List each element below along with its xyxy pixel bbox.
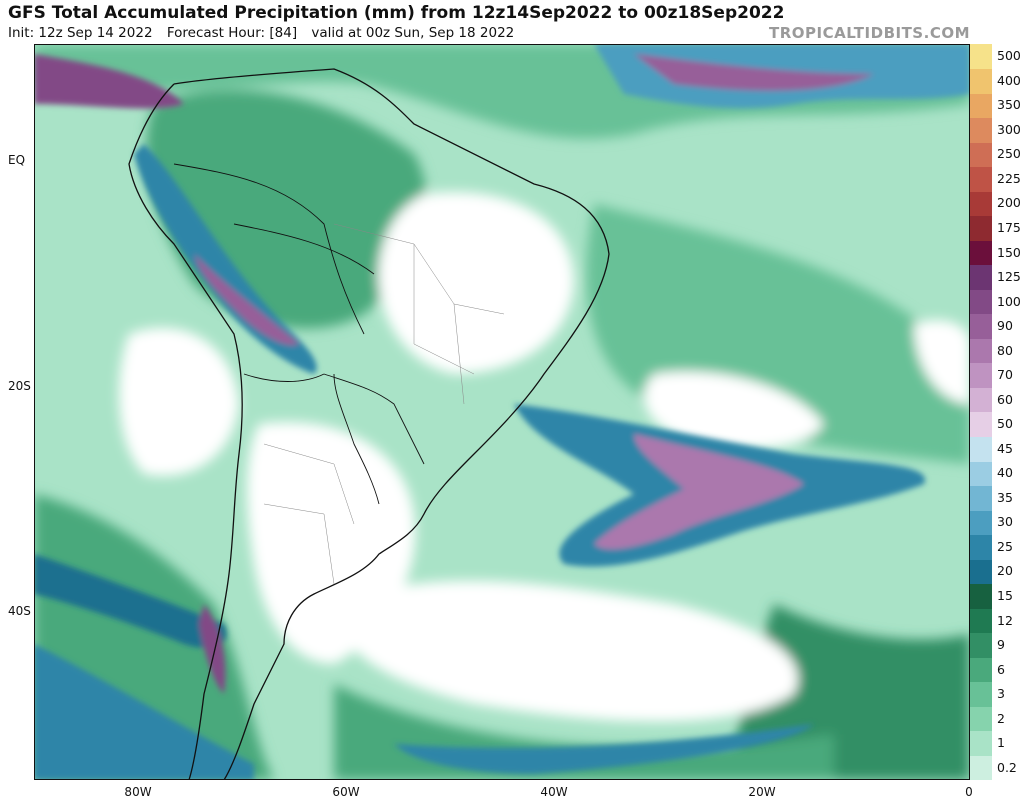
heavy-band-andes-core <box>194 254 299 346</box>
colorbar-swatch <box>970 706 992 732</box>
dry-region-brazil <box>378 192 574 374</box>
colorbar-swatch <box>970 461 992 487</box>
colorbar-label: 500 <box>997 48 1021 64</box>
colorbar-label: 150 <box>997 244 1021 260</box>
dry-region-south-atlantic <box>334 580 798 722</box>
x-tick-40w: 40W <box>540 785 568 799</box>
colorbar-swatch <box>970 412 992 438</box>
heavy-band-north-core <box>634 54 874 91</box>
heavy-band-patagonia <box>34 554 227 648</box>
precip-region-southeast <box>734 604 970 780</box>
map-title: GFS Total Accumulated Precipitation (mm)… <box>8 3 785 23</box>
colorbar-label: 60 <box>997 391 1013 407</box>
colorbar-label: 25 <box>997 538 1013 554</box>
x-tick-20w: 20W <box>748 785 776 799</box>
colorbar-swatch <box>970 93 992 119</box>
colorbar-swatch <box>970 485 992 511</box>
colorbar-label: 80 <box>997 342 1013 358</box>
colorbar-label: 175 <box>997 220 1021 235</box>
colorbar-swatch <box>970 240 992 266</box>
colorbar-label: 350 <box>997 97 1021 113</box>
colorbar-swatch <box>970 338 992 364</box>
y-tick-20s: 20S <box>8 379 31 393</box>
precip-colorbar: 0.2 1 2 3 6 9 12 15 20 25 30 35 40 45 50 60 70 80 90 100 125… <box>970 44 1022 781</box>
colorbar-label: 3 <box>997 686 1005 702</box>
colorbar-label: 2 <box>997 710 1005 726</box>
colorbar-label: 9 <box>997 637 1005 653</box>
colorbar-swatch <box>970 657 992 683</box>
x-tick-0: 0 <box>965 785 973 799</box>
colorbar-swatch <box>970 730 992 756</box>
colorbar-swatch <box>970 632 992 658</box>
x-tick-60w: 60W <box>332 785 360 799</box>
brand-watermark: TROPICALTIDBITS.COM <box>769 24 970 42</box>
heavy-band-southern <box>34 644 254 780</box>
colorbar-swatch <box>970 313 992 339</box>
heavy-band-south-atlantic <box>394 724 814 774</box>
colorbar-swatch <box>970 387 992 413</box>
colorbar-label: 250 <box>997 146 1021 162</box>
heavy-band-andes <box>134 144 317 374</box>
colorbar-swatch <box>970 142 992 168</box>
colorbar-swatch <box>970 215 992 241</box>
colorbar-swatch <box>970 559 992 585</box>
map-frame <box>34 44 970 780</box>
colorbar-label: 125 <box>997 269 1021 285</box>
colorbar-label: 35 <box>997 489 1013 505</box>
heavy-band-atlantic-core <box>594 434 804 550</box>
colorbar-swatch <box>970 166 992 192</box>
south-america-coastline <box>128 68 610 780</box>
valid-time: valid at 00z Sun, Sep 18 2022 <box>311 25 515 41</box>
colorbar-swatch <box>970 191 992 217</box>
colorbar-swatch <box>970 68 992 94</box>
y-tick-40s: 40S <box>8 604 31 618</box>
colorbar-label: 90 <box>997 318 1013 334</box>
forecast-hour: Forecast Hour: [84] <box>166 25 298 41</box>
colorbar-swatch <box>970 681 992 707</box>
colorbar-label: 45 <box>997 440 1013 456</box>
colorbar-swatch <box>970 117 992 143</box>
y-tick-eq: EQ <box>8 153 26 167</box>
colorbar-label: 225 <box>997 170 1021 186</box>
colorbar-label: 50 <box>997 416 1013 432</box>
colorbar-swatch <box>970 362 992 388</box>
colorbar-label: 300 <box>997 121 1021 137</box>
precipitation-map <box>34 44 970 780</box>
colorbar-label: 1 <box>997 735 1005 751</box>
colorbar-label: 40 <box>997 465 1013 481</box>
colorbar-swatch <box>970 289 992 315</box>
dry-region-east <box>914 320 970 404</box>
x-tick-80w: 80W <box>124 785 152 799</box>
colorbar-label: 70 <box>997 367 1013 383</box>
colorbar-label: 6 <box>997 661 1005 677</box>
colorbar-swatch <box>970 583 992 609</box>
country-borders <box>173 163 425 505</box>
colorbar-label: 400 <box>997 72 1021 88</box>
colorbar-label: 15 <box>997 588 1013 603</box>
colorbar-swatch <box>970 44 992 70</box>
colorbar-swatch <box>970 264 992 290</box>
init-time: Init: 12z Sep 14 2022 <box>8 25 153 41</box>
colorbar-swatch <box>970 608 992 634</box>
colorbar-label: 200 <box>997 195 1021 211</box>
colorbar-swatch <box>970 510 992 536</box>
dry-region-pacific <box>119 327 239 476</box>
colorbar-swatch <box>970 436 992 462</box>
colorbar-label: 100 <box>997 293 1021 309</box>
heavy-band-nw <box>34 54 184 109</box>
map-subtitle: Init: 12z Sep 14 2022 Forecast Hour: [84… <box>8 25 524 41</box>
colorbar-swatch <box>970 755 992 781</box>
colorbar-label: 12 <box>997 612 1013 628</box>
dry-region-mid-atlantic <box>644 371 824 449</box>
state-borders <box>263 223 505 585</box>
heavy-band-patagonia-core <box>199 604 226 694</box>
colorbar-swatch <box>970 534 992 560</box>
colorbar-label: 30 <box>997 514 1013 530</box>
colorbar-label: 0.2 <box>997 759 1017 775</box>
colorbar-label: 20 <box>997 563 1013 579</box>
